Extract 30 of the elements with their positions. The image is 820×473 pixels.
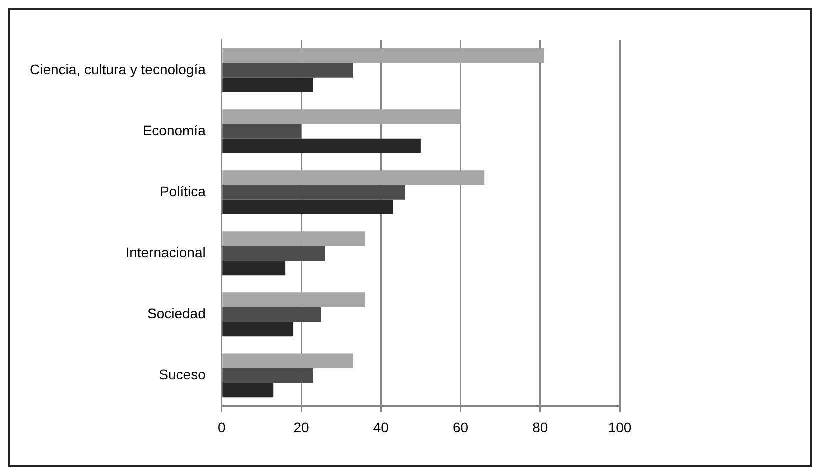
y-tick-label: Internacional: [126, 244, 206, 260]
bar: [222, 292, 366, 308]
bar: [222, 63, 354, 78]
bar: [222, 78, 314, 92]
y-tick-label: Economía: [142, 122, 206, 138]
bar: [222, 138, 421, 154]
bar: [222, 124, 302, 139]
x-tick-label: 20: [294, 419, 310, 436]
x-tick-label: 40: [373, 419, 390, 436]
bar: [222, 368, 314, 384]
y-tick-label: Ciencia, cultura y tecnología: [30, 61, 206, 78]
x-tick-label: 100: [608, 419, 632, 436]
x-tick-label: 80: [532, 419, 548, 436]
bar: [222, 260, 286, 276]
bar: [222, 48, 544, 64]
bar: [222, 354, 354, 368]
bar: [222, 322, 294, 337]
y-tick-label: Sociedad: [147, 306, 206, 322]
bar: [222, 200, 394, 215]
bar: [222, 307, 322, 322]
bar: [222, 185, 406, 200]
bar: [222, 232, 366, 246]
bar: [222, 170, 485, 186]
y-tick-label: Suceso: [159, 366, 206, 383]
bar: [222, 246, 326, 261]
bar: [222, 383, 274, 398]
x-tick-label: 60: [452, 419, 469, 436]
bar: [222, 110, 461, 124]
y-tick-label: Política: [160, 183, 206, 200]
x-tick-label: 0: [218, 419, 226, 436]
